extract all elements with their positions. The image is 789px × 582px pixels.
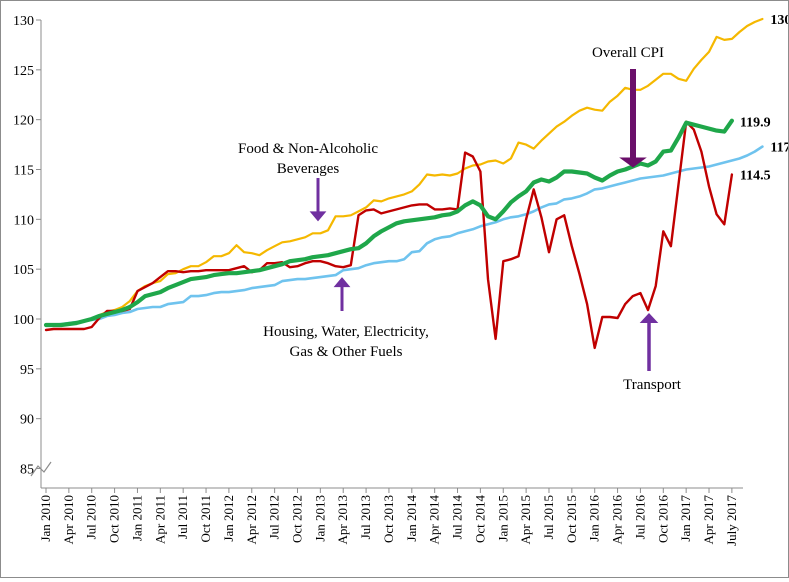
x-tick-label: Jan 2015 <box>495 495 510 542</box>
annotation-arrow-overall-head <box>619 157 647 168</box>
x-tick-label: Oct 2014 <box>472 495 487 544</box>
series-line-overall <box>43 118 735 328</box>
x-tick-label: Apr 2017 <box>701 495 716 545</box>
annotation-arrow-transport-head <box>639 313 659 324</box>
x-tick-label: Jan 2016 <box>587 495 602 542</box>
annotation-text-food: Food & Non-Alcoholic <box>238 141 378 157</box>
x-tick-label: Jan 2011 <box>129 495 144 541</box>
annotation-text-transport: Transport <box>623 377 682 393</box>
x-tick-label: Apr 2010 <box>61 495 76 544</box>
x-tick-label: Jul 2015 <box>541 495 556 539</box>
annotation-arrow-food-head <box>309 211 327 222</box>
y-tick-label: 110 <box>14 213 34 228</box>
x-tick-label: Jan 2010 <box>38 495 53 542</box>
y-tick-label: 95 <box>20 363 34 378</box>
x-tick-label: Apr 2015 <box>518 495 533 544</box>
y-tick-label: 115 <box>14 164 34 179</box>
x-tick-label: Oct 2010 <box>107 495 122 543</box>
x-tick-label: Jul 2011 <box>175 495 190 539</box>
x-tick-label: Jan 2014 <box>404 495 419 542</box>
y-tick-label: 120 <box>13 114 34 129</box>
x-tick-label: Apr 2016 <box>610 495 625 545</box>
series-line-transport <box>44 120 734 350</box>
x-tick-label: Jul 2014 <box>450 495 465 540</box>
x-tick-label: Jan 2013 <box>312 495 327 542</box>
annotation-text-overall: Overall CPI <box>592 45 664 61</box>
x-tick-label: Jul 2010 <box>84 495 99 539</box>
x-tick-label: Apr 2011 <box>152 495 167 544</box>
x-tick-label: Oct 2013 <box>381 495 396 543</box>
y-tick-label: 125 <box>13 64 34 79</box>
y-tick-label: 90 <box>20 413 34 428</box>
y-tick-label: 100 <box>13 313 34 328</box>
annotation-arrow-housing-head <box>333 277 351 288</box>
y-tick-label: 130 <box>13 14 34 29</box>
series-layer <box>43 17 764 350</box>
series-line-food <box>44 17 764 327</box>
end-label-transport: 114.5 <box>740 168 771 183</box>
label-layer: 130.1 119.9 117.3 114.5 Food & Non-Alcoholic… <box>238 13 789 393</box>
x-tick-label: Jul 2013 <box>358 495 373 539</box>
annotation-text-housing: Housing, Water, Electricity, <box>263 324 429 340</box>
x-tick-label: Apr 2013 <box>335 495 350 544</box>
x-tick-label: Oct 2015 <box>564 495 579 543</box>
axes-layer: 85 90 95 100 105 110 115 120 125 130 Jan 2010 Apr 2… <box>13 14 743 546</box>
y-tick-label: 105 <box>13 263 34 278</box>
end-label-overall: 119.9 <box>740 116 771 131</box>
annotation-text-food: Beverages <box>277 161 340 177</box>
end-label-food: 130.1 <box>770 13 788 28</box>
x-tick-label: Jul 2016 <box>632 495 647 540</box>
end-label-housing: 117.3 <box>770 141 788 156</box>
x-tick-label: Jan 2017 <box>678 495 693 542</box>
x-tick-label: Oct 2011 <box>198 495 213 543</box>
x-tick-label: Apr 2014 <box>427 495 442 545</box>
y-tick-label: 85 <box>20 463 34 478</box>
annotation-text-housing: Gas & Other Fuels <box>290 344 403 360</box>
series-line-housing <box>44 145 764 327</box>
x-tick-label: Apr 2012 <box>244 495 259 544</box>
x-tick-label: Oct 2012 <box>289 495 304 543</box>
y-axis-break <box>30 461 52 477</box>
x-tick-label: July 2017 <box>724 495 739 546</box>
x-tick-label: Oct 2016 <box>655 495 670 544</box>
x-tick-label: Jan 2012 <box>221 495 236 542</box>
x-tick-label: Jul 2012 <box>267 495 282 539</box>
